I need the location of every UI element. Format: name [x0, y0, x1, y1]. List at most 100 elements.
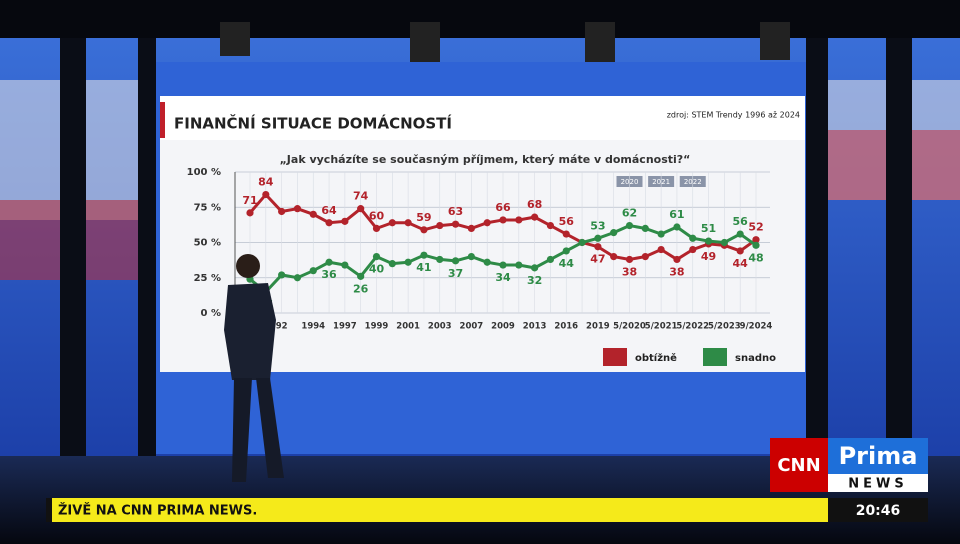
data-point	[499, 261, 507, 269]
data-point	[657, 245, 665, 254]
stage-light	[410, 22, 440, 62]
data-label: 61	[669, 208, 684, 221]
data-point	[436, 255, 444, 264]
data-label: 59	[416, 211, 431, 224]
presenter	[224, 254, 284, 482]
data-point	[736, 247, 744, 255]
data-point	[357, 205, 365, 213]
data-point	[341, 217, 349, 225]
data-point	[309, 210, 317, 218]
data-point	[515, 261, 523, 269]
logo-prima-box	[828, 438, 928, 474]
data-point	[278, 271, 286, 279]
pillar	[886, 36, 912, 466]
x-tick-label: 9/2024	[740, 322, 773, 332]
data-point	[467, 224, 475, 232]
x-tick-label: 1999	[365, 322, 389, 332]
data-label: 40	[369, 263, 385, 276]
data-point	[546, 255, 555, 264]
data-label: 60	[369, 209, 385, 222]
data-point	[451, 257, 460, 265]
data-label: 38	[622, 265, 637, 278]
x-tick-label: 2009	[491, 322, 515, 332]
data-label: 38	[669, 265, 684, 278]
legend: obtížně snadno	[603, 348, 776, 366]
ticker-bar	[46, 498, 828, 522]
legend-swatch	[603, 348, 627, 366]
legend-label: snadno	[735, 353, 776, 364]
ceiling	[0, 0, 960, 38]
presenter-head	[236, 254, 260, 278]
data-label: 53	[590, 219, 605, 232]
data-point	[404, 219, 412, 227]
data-point	[689, 234, 697, 242]
data-point	[610, 229, 618, 237]
x-tick-label: 2019	[586, 322, 610, 332]
x-tick-label: 2001	[396, 322, 420, 332]
y-tick-label: 50 %	[194, 238, 221, 249]
data-point	[420, 251, 428, 259]
data-point	[278, 207, 286, 216]
title-accent	[160, 102, 165, 138]
data-point	[388, 219, 396, 227]
data-label: 56	[733, 215, 749, 228]
data-label: 84	[258, 176, 274, 189]
y-tick-label: 75 %	[194, 202, 221, 213]
data-point	[325, 258, 333, 266]
data-label: 36	[321, 268, 337, 281]
data-point	[641, 253, 649, 261]
data-label: 47	[590, 253, 605, 266]
clock-box	[828, 498, 928, 522]
x-tick-label: 5/2022	[676, 322, 709, 332]
data-point	[499, 216, 507, 224]
y-tick-label: 100 %	[187, 167, 221, 178]
data-point	[531, 264, 539, 272]
logo-cnn: CNN	[777, 455, 820, 476]
x-tick-label: 92	[276, 322, 288, 332]
pillar	[138, 36, 156, 466]
data-label: 34	[495, 271, 511, 284]
data-point	[752, 241, 760, 249]
pillar	[806, 36, 828, 466]
data-point	[689, 245, 697, 254]
data-point	[436, 221, 444, 230]
x-tick-label: 5/2021	[645, 322, 678, 332]
legend-label: obtížně	[635, 352, 677, 364]
data-point	[246, 209, 254, 217]
x-tick-label: 1994	[301, 322, 325, 332]
data-point	[293, 205, 302, 213]
data-point	[341, 261, 349, 269]
data-label: 44	[733, 257, 749, 270]
data-point	[736, 230, 744, 238]
data-point	[388, 260, 396, 268]
chart-subtitle: „Jak vycházíte se současným příjmem, kte…	[280, 153, 691, 166]
data-label: 48	[748, 251, 763, 264]
x-tick-label: 5/2023	[708, 322, 741, 332]
data-point	[641, 224, 649, 232]
stage-light	[220, 22, 250, 56]
data-point	[483, 258, 491, 266]
data-label: 64	[321, 204, 337, 217]
data-label: 41	[416, 261, 431, 274]
data-point	[531, 213, 539, 221]
data-label: 66	[495, 201, 511, 214]
data-point	[262, 190, 270, 199]
x-tick-label: 2016	[554, 322, 578, 332]
data-point	[372, 253, 381, 261]
data-point	[293, 274, 302, 282]
data-point	[325, 219, 333, 227]
logo-cnn-box	[770, 438, 828, 492]
data-label: 37	[448, 267, 463, 280]
stage-light	[585, 22, 615, 62]
data-point	[657, 230, 665, 238]
ticker-edge	[46, 498, 52, 522]
data-label: 74	[353, 190, 369, 203]
ticker-text: ŽIVĚ NA CNN PRIMA NEWS.	[58, 503, 257, 519]
data-point	[515, 216, 523, 224]
data-label: 71	[242, 194, 257, 207]
data-point	[451, 220, 460, 228]
data-point	[752, 236, 760, 244]
x-tick-label: 1997	[333, 322, 357, 332]
